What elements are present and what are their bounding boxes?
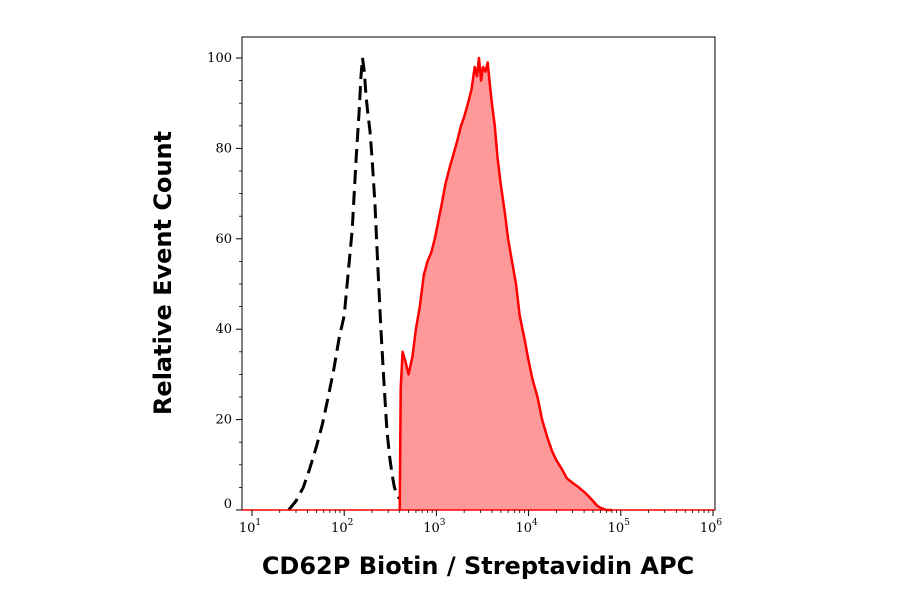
y-tick-label: 80 <box>215 141 232 156</box>
x-tick-label: 103 <box>423 518 446 536</box>
x-tick-label: 104 <box>515 518 538 536</box>
y-axis-ticks: 0 20 40 60 80 100 <box>207 51 242 512</box>
x-axis-ticks: 101 102 103 104 105 106 <box>239 510 723 536</box>
series-0-line <box>287 57 420 512</box>
y-tick-label: 100 <box>207 51 232 66</box>
x-tick-label: 102 <box>331 518 353 536</box>
x-axis-title: CD62P Biotin / Streptavidin APC <box>262 552 694 580</box>
plot-area <box>241 36 716 512</box>
y-tick-label: 40 <box>215 322 232 337</box>
y-axis-title: Relative Event Count <box>149 131 177 415</box>
x-tick-label: 106 <box>700 518 723 536</box>
series-1-area <box>399 58 612 510</box>
series-1-line <box>398 56 612 512</box>
y-tick-label: 20 <box>215 413 232 428</box>
x-tick-label: 101 <box>239 518 261 536</box>
y-tick-label: 0 <box>224 497 232 512</box>
y-tick-label: 60 <box>215 232 232 247</box>
x-tick-label: 105 <box>608 518 631 536</box>
